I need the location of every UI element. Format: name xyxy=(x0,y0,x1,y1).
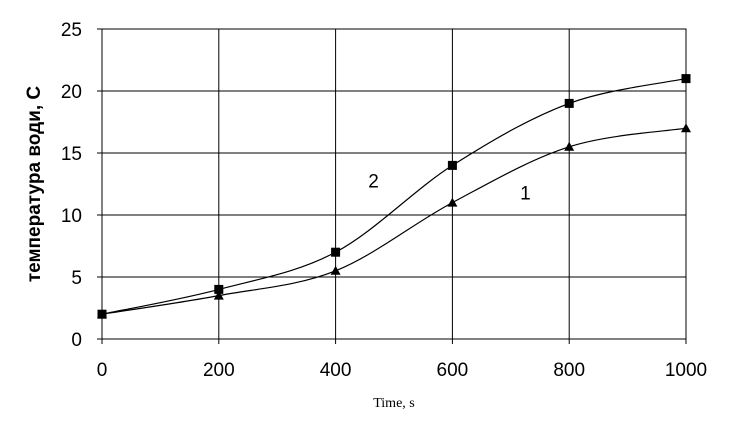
y-axis-ticks: 0 5 10 15 20 25 xyxy=(61,20,102,351)
series-2-line xyxy=(101,78,687,315)
gridlines xyxy=(101,28,687,340)
series-2-square-marker xyxy=(97,309,107,319)
series-2-square-marker xyxy=(214,284,224,294)
annotation-layer: 21 xyxy=(368,171,530,204)
x-tick-label: 200 xyxy=(203,360,235,381)
series-layer xyxy=(97,74,691,319)
y-axis-label: температура води, С xyxy=(24,86,45,283)
series-2-square-marker xyxy=(447,160,457,170)
x-axis-ticks: 0 200 400 600 800 1000 xyxy=(97,339,707,381)
series-1-triangle-marker xyxy=(681,123,691,133)
x-tick-label: 1000 xyxy=(665,360,707,381)
curve-label: 2 xyxy=(368,171,379,192)
series-1-triangle-marker xyxy=(564,141,575,151)
x-tick-label: 0 xyxy=(97,360,108,381)
x-tick-label: 400 xyxy=(320,360,352,381)
series-2-square-marker xyxy=(331,247,341,257)
x-tick-label: 600 xyxy=(437,360,469,381)
y-tick-label: 20 xyxy=(61,82,82,103)
series-1-triangle-marker xyxy=(447,197,458,207)
x-axis-label: Time, s xyxy=(373,396,415,411)
series-1-triangle-marker xyxy=(213,290,224,300)
y-tick-label: 0 xyxy=(71,330,82,351)
series-2-square-marker xyxy=(564,98,574,108)
y-tick-label: 25 xyxy=(61,20,82,41)
x-tick-label: 800 xyxy=(553,360,585,381)
series-2-square-marker xyxy=(681,74,691,84)
y-tick-label: 10 xyxy=(61,206,82,227)
series-1-line xyxy=(101,127,687,315)
y-tick-label: 5 xyxy=(71,268,82,289)
y-tick-label: 15 xyxy=(61,144,82,165)
curve-label: 1 xyxy=(520,184,531,205)
plot-area-frame xyxy=(101,28,687,340)
series-1-triangle-marker xyxy=(330,265,341,275)
